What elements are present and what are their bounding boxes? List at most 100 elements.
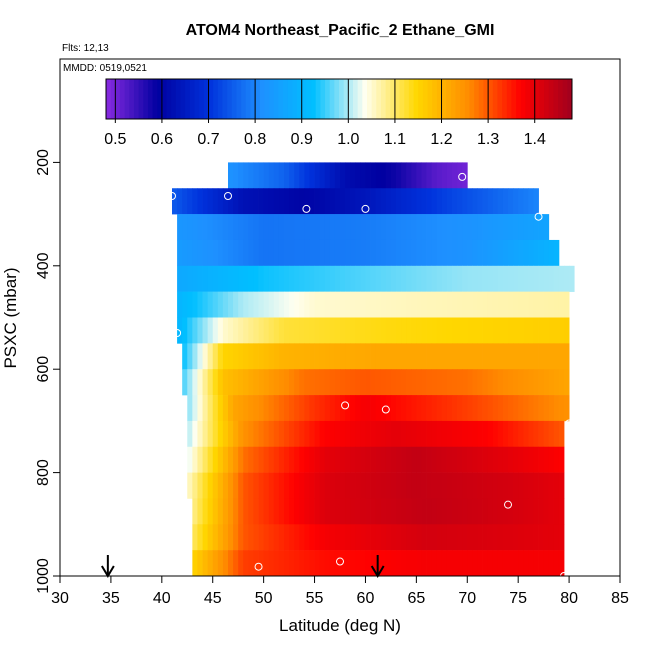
heatmap-cell (492, 395, 499, 422)
heatmap-cell (421, 420, 427, 448)
heatmap-cell (334, 317, 341, 344)
heatmap-cell (284, 369, 290, 396)
heatmap-cell (380, 291, 387, 318)
heatmap-cell (177, 239, 183, 267)
colorbar-segment (474, 79, 480, 119)
heatmap-cell (538, 317, 545, 344)
heatmap-cell (268, 188, 275, 215)
colorbar-segment (255, 79, 261, 119)
heatmap-cell (299, 317, 305, 344)
heatmap-cell (228, 188, 234, 215)
colorbar-segment (329, 79, 335, 119)
heatmap-cell (217, 188, 224, 215)
heatmap-cell (304, 446, 310, 473)
heatmap-cell (228, 239, 234, 267)
heatmap-cell (278, 498, 285, 525)
heatmap-cell (457, 472, 463, 499)
heatmap-cell (187, 369, 193, 396)
heatmap-cell (553, 369, 560, 396)
heatmap-cell (299, 524, 305, 551)
colorbar-segment (399, 79, 405, 119)
heatmap-cell (243, 524, 249, 551)
colorbar-segment (110, 79, 116, 119)
heatmap-cell (518, 420, 524, 448)
colorbar-segment (231, 79, 237, 119)
colorbar-segment (422, 79, 429, 119)
heatmap-cell (436, 317, 443, 344)
heatmap-cell (202, 214, 209, 241)
colorbar-ticks: 0.5 0.6 0.7 0.8 0.9 1.0 1.1 1.2 1.3 1.4 (104, 79, 546, 148)
heatmap-cell (548, 550, 555, 577)
heatmap-cell (263, 265, 270, 292)
heatmap-cell (482, 420, 489, 448)
heatmap-cell (309, 214, 315, 241)
heatmap-cell (411, 188, 417, 215)
heatmap-cell (355, 214, 361, 241)
heatmap-cell (477, 265, 483, 292)
heatmap-cell (187, 265, 193, 292)
y-tick-label: 1000 (35, 558, 52, 594)
heatmap-cell (462, 343, 468, 370)
heatmap-cell (421, 550, 427, 577)
heatmap-cell (238, 162, 244, 189)
heatmap-cell (401, 214, 407, 241)
heatmap-cell (528, 317, 534, 344)
heatmap-cell (406, 188, 412, 215)
heatmap-cell (426, 524, 433, 551)
heatmap-cell (273, 188, 280, 215)
heatmap-cell (508, 188, 514, 215)
heatmap-cell (401, 524, 407, 551)
heatmap-cell (416, 550, 422, 577)
heatmap-cell (477, 498, 483, 525)
heatmap-cell (446, 188, 453, 215)
heatmap-cell (253, 162, 259, 189)
heatmap-cell (446, 214, 453, 241)
heatmap-cell (457, 239, 463, 267)
heatmap-cell (268, 420, 275, 448)
heatmap-cell (441, 550, 448, 577)
heatmap-cell (228, 343, 234, 370)
heatmap-cell (268, 498, 275, 525)
heatmap-cell (553, 550, 560, 577)
heatmap-cell (523, 239, 529, 267)
heatmap-cell (289, 317, 295, 344)
heatmap (172, 162, 575, 577)
heatmap-cell (253, 550, 259, 577)
heatmap-cell (492, 498, 499, 525)
heatmap-cell (492, 291, 499, 318)
heatmap-cell (202, 343, 209, 370)
heatmap-cell (426, 188, 433, 215)
heatmap-cell (452, 524, 458, 551)
heatmap-cell (533, 524, 539, 551)
heatmap-cell (233, 420, 239, 448)
heatmap-cell (360, 239, 366, 267)
heatmap-cell (497, 317, 504, 344)
colorbar-segment (325, 79, 331, 119)
colorbar-tick-label: 1.0 (337, 131, 359, 148)
heatmap-cell (350, 265, 356, 292)
heatmap-cell (558, 446, 565, 473)
heatmap-cell (360, 214, 366, 241)
heatmap-cell (426, 265, 433, 292)
heatmap-cell (380, 550, 387, 577)
heatmap-cell (319, 162, 326, 189)
heatmap-cell (299, 214, 305, 241)
x-tick-label: 35 (102, 590, 120, 607)
heatmap-cell (523, 317, 529, 344)
heatmap-cell (243, 550, 249, 577)
heatmap-cell (284, 395, 290, 422)
heatmap-cell (523, 343, 529, 370)
heatmap-cell (406, 369, 412, 396)
colorbar-segment (390, 79, 396, 119)
heatmap-cell (457, 343, 463, 370)
heatmap-cell (284, 498, 290, 525)
heatmap-cell (431, 162, 438, 189)
heatmap-cell (482, 214, 489, 241)
heatmap-cell (299, 472, 305, 499)
heatmap-cell (233, 524, 239, 551)
heatmap-cell (212, 265, 219, 292)
heatmap-cell (467, 420, 473, 448)
heatmap-cell (365, 524, 371, 551)
heatmap-cell (497, 214, 504, 241)
heatmap-cell (538, 446, 545, 473)
